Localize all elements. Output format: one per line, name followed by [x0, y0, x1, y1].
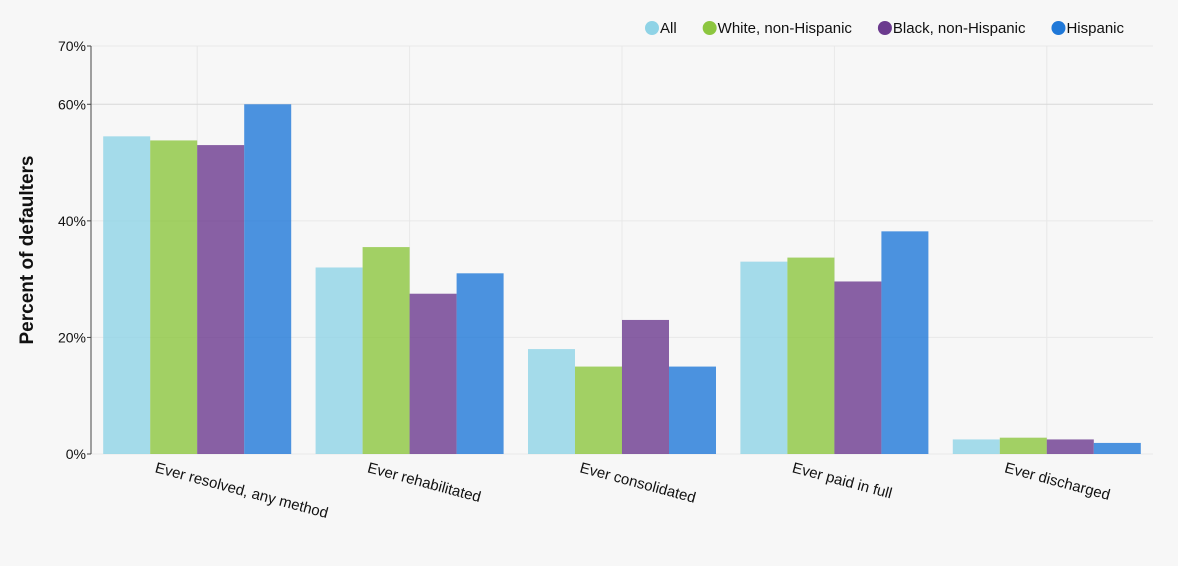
- y-tick-label: 0%: [66, 446, 86, 462]
- category-label: Ever resolved, any method: [153, 459, 330, 522]
- bar-all: [740, 261, 788, 454]
- bars: [103, 104, 1141, 455]
- bar-white-non-hispanic: [362, 247, 410, 454]
- y-tick-label: 40%: [58, 213, 86, 229]
- bar-white-non-hispanic: [575, 366, 622, 454]
- category-label: Ever rehabilitated: [366, 459, 483, 506]
- bar-hispanic: [881, 231, 929, 454]
- bar-all: [315, 267, 363, 454]
- bar-hispanic: [1093, 442, 1141, 454]
- y-axis-title: Percent of defaulters: [17, 156, 38, 345]
- category-label: Ever paid in full: [790, 459, 893, 502]
- bar-hispanic: [456, 273, 504, 454]
- legend-label: White, non-Hispanic: [718, 20, 853, 37]
- legend-swatch-hispanic: [1051, 21, 1066, 35]
- legend-swatch-white-non-hispanic: [702, 21, 717, 35]
- bar-all: [103, 136, 151, 455]
- bar-black-non-hispanic: [834, 281, 882, 454]
- category-label: Ever consolidated: [578, 459, 698, 506]
- bar-black-non-hispanic: [409, 293, 457, 454]
- legend-label: Hispanic: [1066, 20, 1124, 37]
- legend-label: Black, non-Hispanic: [893, 20, 1026, 37]
- legend-swatch-all: [645, 21, 659, 35]
- y-tick-label: 60%: [58, 96, 86, 112]
- bar-black-non-hispanic: [197, 145, 245, 455]
- bar-white-non-hispanic: [787, 257, 835, 454]
- legend: All White, non-Hispanic Black, non-Hispani…: [645, 20, 1124, 37]
- bar-all: [952, 439, 1000, 454]
- y-tick-label: 20%: [58, 329, 86, 345]
- category-label: Ever discharged: [1003, 459, 1112, 503]
- bar-hispanic: [244, 104, 292, 455]
- bar-black-non-hispanic: [1046, 439, 1094, 454]
- bar-hispanic: [669, 366, 716, 454]
- legend-swatch-black-non-hispanic: [877, 21, 892, 35]
- y-tick-label: 70%: [58, 38, 86, 54]
- bar-white-non-hispanic: [999, 437, 1047, 454]
- bar-white-non-hispanic: [150, 140, 198, 454]
- bar-all: [528, 349, 575, 454]
- bar-black-non-hispanic: [622, 319, 669, 454]
- legend-label: All: [660, 20, 677, 37]
